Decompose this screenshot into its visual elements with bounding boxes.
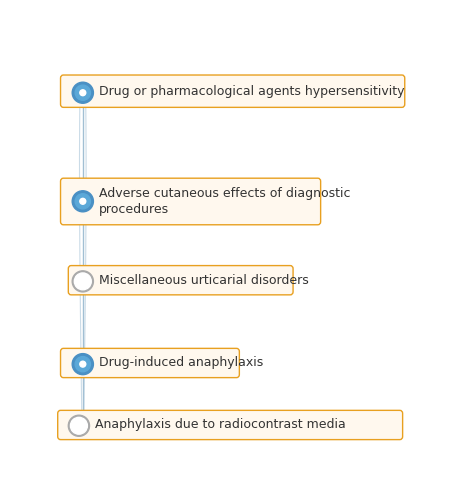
- Ellipse shape: [75, 194, 90, 209]
- Ellipse shape: [74, 273, 91, 290]
- Text: Anaphylaxis due to radiocontrast media: Anaphylaxis due to radiocontrast media: [95, 418, 345, 432]
- Ellipse shape: [70, 418, 87, 434]
- Ellipse shape: [72, 271, 93, 292]
- Ellipse shape: [80, 361, 86, 367]
- Ellipse shape: [80, 90, 86, 96]
- Ellipse shape: [72, 354, 93, 374]
- FancyBboxPatch shape: [61, 178, 320, 225]
- FancyBboxPatch shape: [68, 266, 293, 295]
- FancyBboxPatch shape: [58, 410, 402, 440]
- Ellipse shape: [80, 198, 86, 204]
- Ellipse shape: [68, 415, 89, 436]
- Text: Miscellaneous urticarial disorders: Miscellaneous urticarial disorders: [98, 274, 308, 286]
- Ellipse shape: [72, 82, 93, 104]
- Text: Drug-induced anaphylaxis: Drug-induced anaphylaxis: [98, 356, 263, 370]
- FancyBboxPatch shape: [61, 75, 404, 108]
- Ellipse shape: [75, 356, 90, 372]
- FancyBboxPatch shape: [61, 348, 239, 378]
- Text: Drug or pharmacological agents hypersensitivity: Drug or pharmacological agents hypersens…: [98, 84, 403, 98]
- Ellipse shape: [72, 191, 93, 212]
- Ellipse shape: [75, 85, 90, 100]
- Text: procedures: procedures: [98, 203, 168, 216]
- Text: Adverse cutaneous effects of diagnostic: Adverse cutaneous effects of diagnostic: [98, 187, 349, 200]
